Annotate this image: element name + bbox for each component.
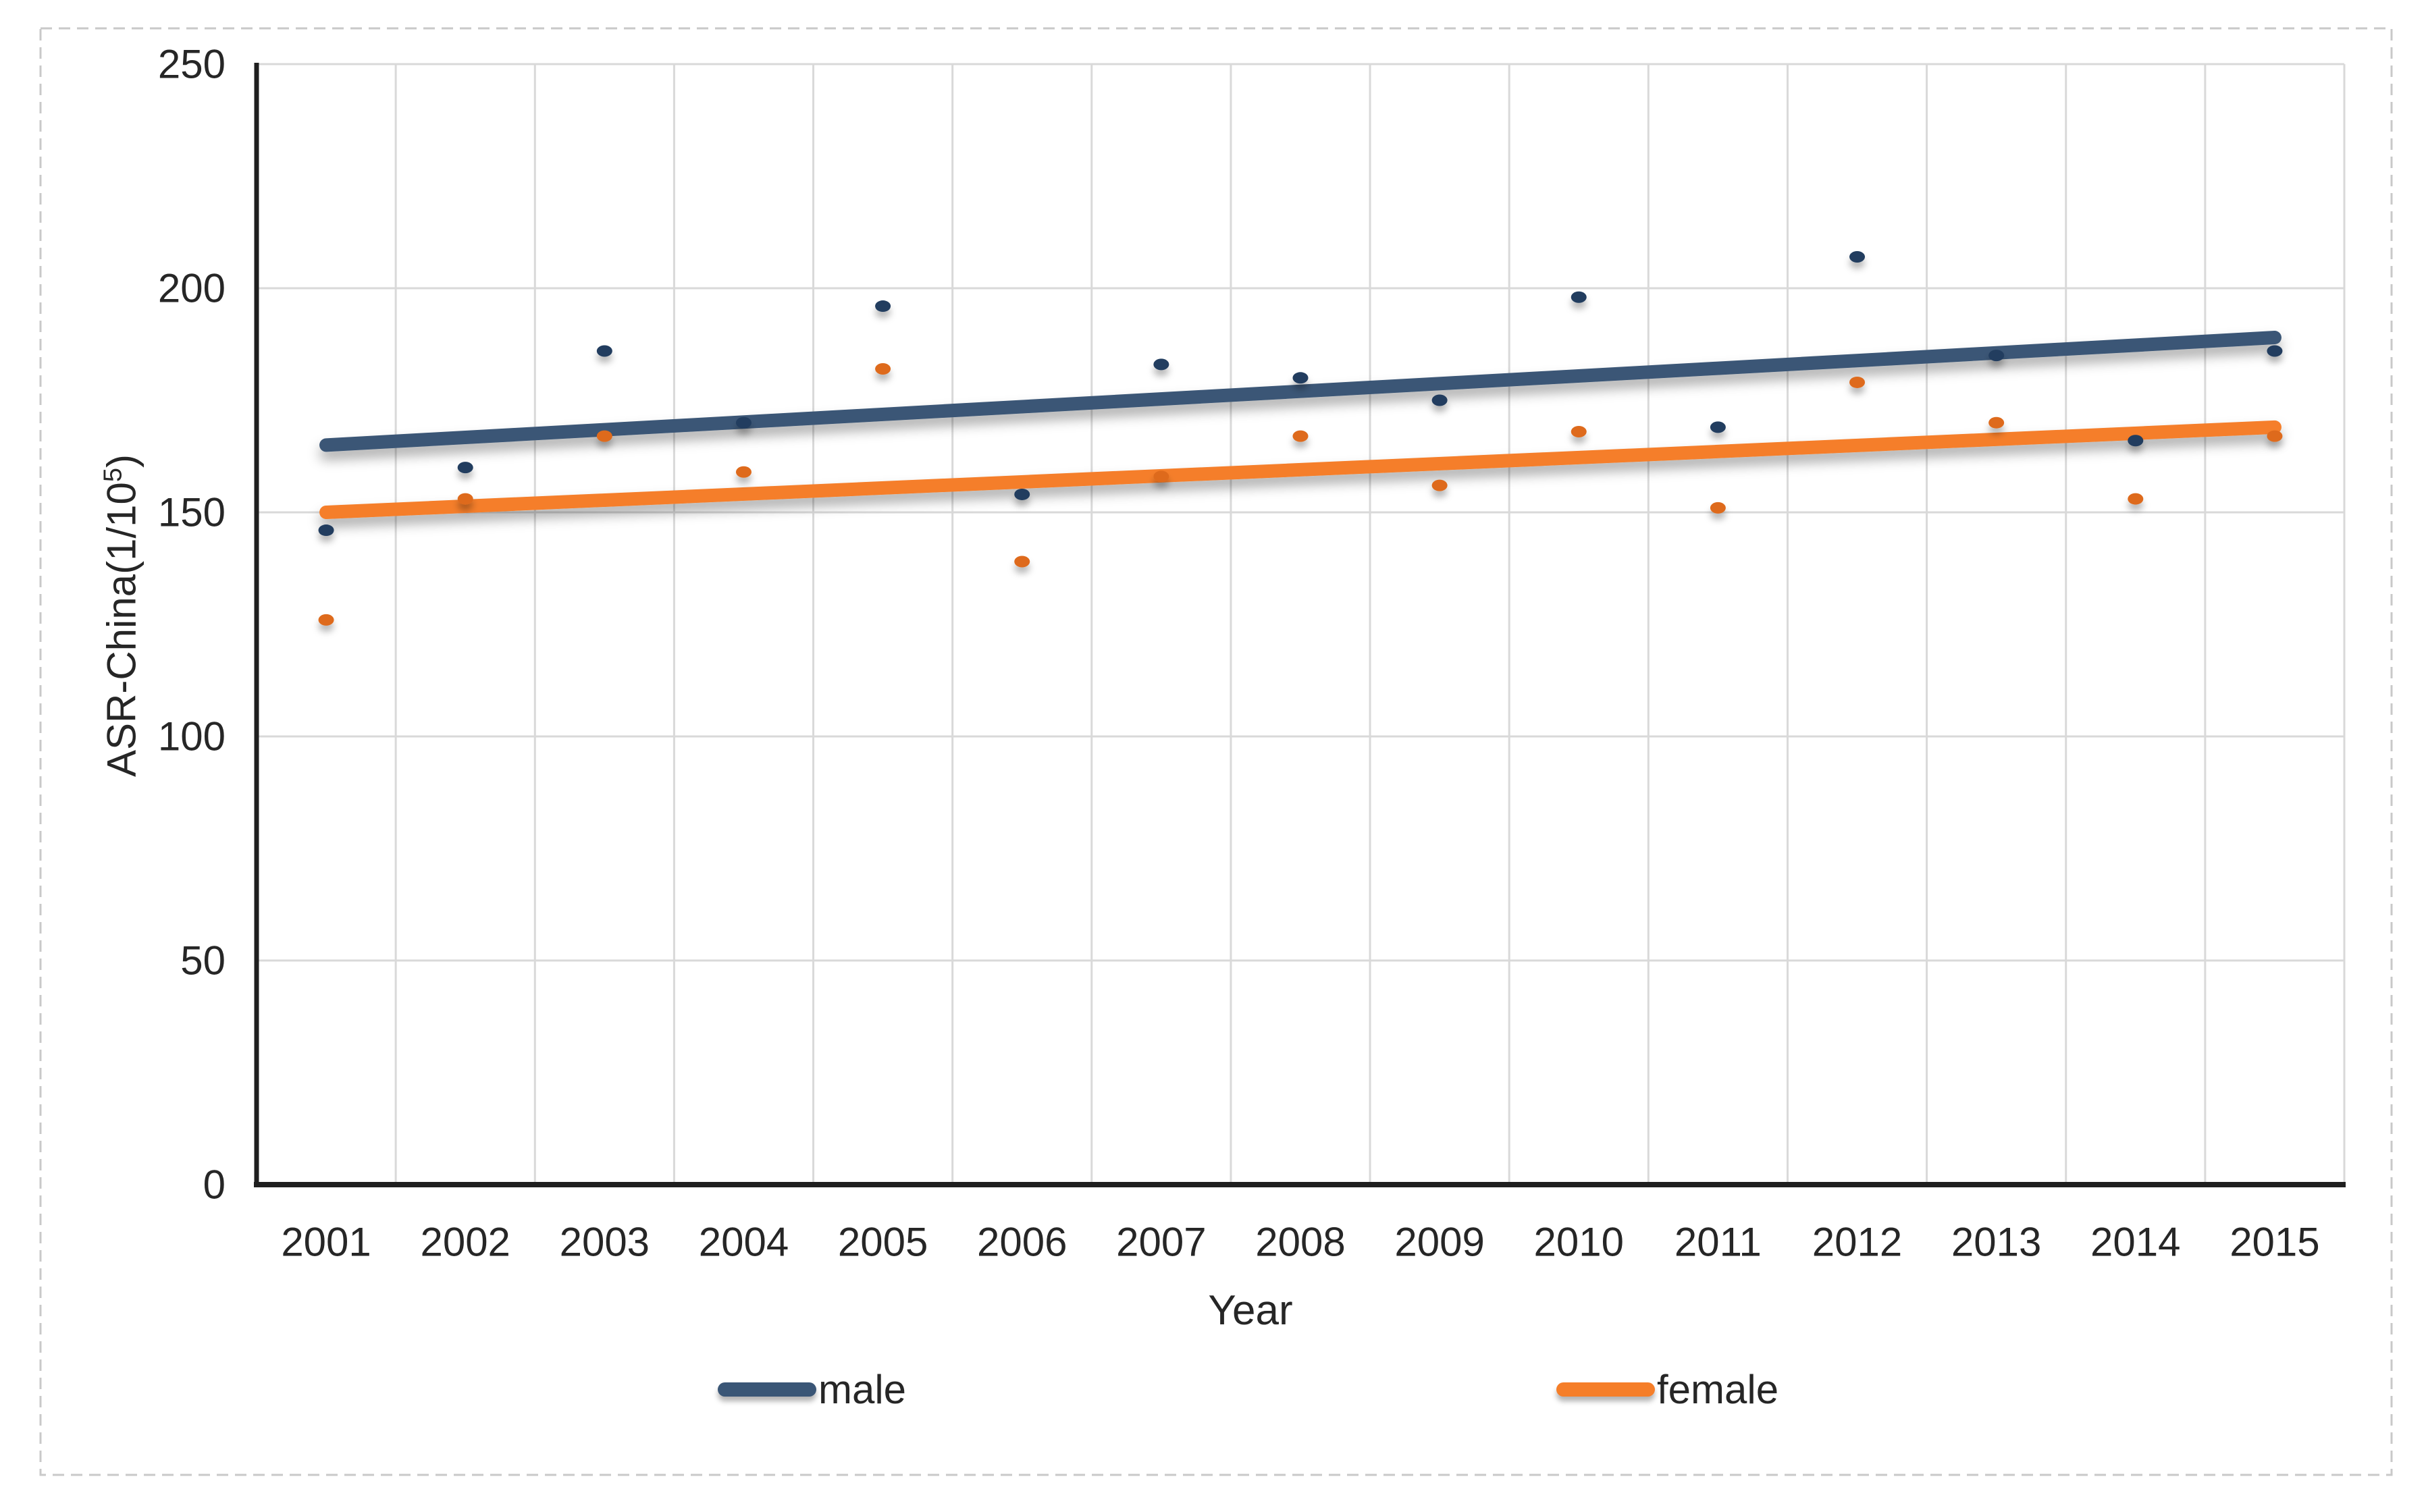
female-trendline-legend-icon (1556, 1382, 1655, 1397)
x-tick-label: 2010 (1534, 1220, 1624, 1265)
male-data-point (596, 345, 612, 357)
x-tick-label: 2005 (838, 1220, 928, 1265)
female-data-point (1988, 416, 2005, 429)
female-data-point (1431, 479, 1448, 491)
female-data-point (875, 363, 891, 375)
female-data-point (1153, 470, 1169, 483)
male-data-point (1153, 358, 1169, 371)
female-data-point (1292, 430, 1309, 442)
y-tick-label: 100 (158, 714, 226, 759)
male-data-point (2128, 435, 2144, 447)
male-data-point (875, 300, 891, 313)
male-data-point (2267, 345, 2283, 357)
x-tick-label: 2014 (2090, 1220, 2180, 1265)
x-tick-label: 2009 (1394, 1220, 1484, 1265)
female-trendline (319, 420, 2282, 519)
male-data-point (1431, 394, 1448, 406)
x-tick-label: 2007 (1116, 1220, 1206, 1265)
y-tick-label: 50 (180, 938, 226, 983)
male-data-point (1849, 251, 1866, 263)
x-tick-label: 2002 (420, 1220, 510, 1265)
female-data-point (735, 466, 751, 478)
male-data-point (1292, 372, 1309, 384)
male-data-point (1988, 350, 2005, 362)
x-tick-label: 2008 (1255, 1220, 1345, 1265)
legend-label-male: male (818, 1366, 907, 1412)
female-data-point (2267, 430, 2283, 442)
y-tick-label: 200 (158, 266, 226, 311)
figure-border (39, 27, 2393, 1476)
male-data-point (1014, 488, 1030, 500)
female-data-point (2128, 493, 2144, 505)
x-tick-label: 2006 (977, 1220, 1067, 1265)
male-data-point (457, 462, 473, 474)
female-data-point (1710, 502, 1726, 514)
x-tick-label: 2001 (281, 1220, 371, 1265)
female-data-point (457, 493, 473, 505)
y-axis-title-close: ) (99, 454, 144, 468)
male-trendline-legend-icon (718, 1382, 816, 1397)
male-trendline (319, 331, 2282, 452)
x-tick-label: 2015 (2230, 1220, 2319, 1265)
legend-item-male: male (718, 1365, 906, 1413)
x-tick-label: 2013 (1951, 1220, 2041, 1265)
x-tick-label: 2004 (699, 1220, 789, 1265)
x-tick-label: 2012 (1812, 1220, 1902, 1265)
legend-label-female: female (1657, 1366, 1779, 1412)
y-axis-title: ASR-China(1/105) (99, 454, 145, 777)
female-data-point (596, 430, 612, 442)
legend-item-female: female (1556, 1365, 1778, 1413)
y-tick-label: 250 (158, 42, 226, 87)
female-data-point (1571, 425, 1587, 437)
x-axis-title: Year (1208, 1287, 1293, 1334)
y-axis-title-text: ASR-China(1/10 (99, 482, 144, 777)
x-tick-label: 2011 (1675, 1220, 1762, 1265)
male-data-point (318, 524, 334, 537)
y-tick-label: 150 (158, 490, 226, 535)
female-data-point (1849, 376, 1866, 388)
y-axis-title-superscript: 5 (99, 467, 128, 483)
y-tick-label: 0 (203, 1162, 226, 1208)
female-data-point (1014, 556, 1030, 568)
male-data-point (1571, 291, 1587, 303)
female-data-point (318, 614, 334, 626)
male-data-point (735, 416, 751, 429)
male-data-point (1710, 421, 1726, 433)
x-tick-label: 2003 (560, 1220, 650, 1265)
